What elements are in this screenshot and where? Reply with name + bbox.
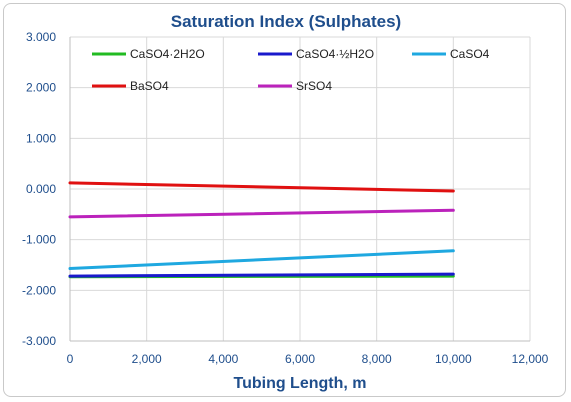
y-tick-label: -1.000	[22, 233, 56, 247]
y-tick-label: 2.000	[26, 81, 56, 95]
series-lines	[68, 181, 455, 279]
x-tick-label: 2,000	[132, 352, 162, 366]
series-line-2	[68, 249, 455, 270]
legend: CaSO4·2H2O CaSO4·½H2O CaSO4 BaSO4 SrSO4	[92, 47, 490, 93]
legend-label: CaSO4·½H2O	[296, 47, 374, 61]
y-tick-label: -2.000	[22, 283, 56, 297]
series-line-1	[68, 272, 455, 278]
x-tick-label: 0	[67, 352, 74, 366]
y-tick-label: 1.000	[26, 131, 56, 145]
series-line-3	[68, 181, 455, 193]
x-tick-label: 6,000	[285, 352, 315, 366]
legend-label: CaSO4·2H2O	[130, 47, 205, 61]
y-tick-label: 0.000	[26, 182, 56, 196]
x-axis-label: Tubing Length, m	[233, 375, 366, 392]
legend-label: SrSO4	[296, 79, 332, 93]
x-tick-label: 10,000	[435, 352, 472, 366]
y-tick-label: 3.000	[26, 30, 56, 44]
series-line-4	[68, 208, 455, 219]
x-tick-label: 4,000	[208, 352, 238, 366]
x-tick-label: 8,000	[362, 352, 392, 366]
legend-label: CaSO4	[450, 47, 490, 61]
chart-frame	[3, 3, 566, 397]
x-tick-label: 12,000	[512, 352, 549, 366]
chart-title: Saturation Index (Sulphates)	[171, 12, 401, 31]
y-tick-label: -3.000	[22, 334, 56, 348]
axes: 3.000 2.000 1.000 0.000 -1.000 -2.000 -3.000 0 2…	[22, 30, 549, 366]
legend-label: BaSO4	[130, 79, 169, 93]
